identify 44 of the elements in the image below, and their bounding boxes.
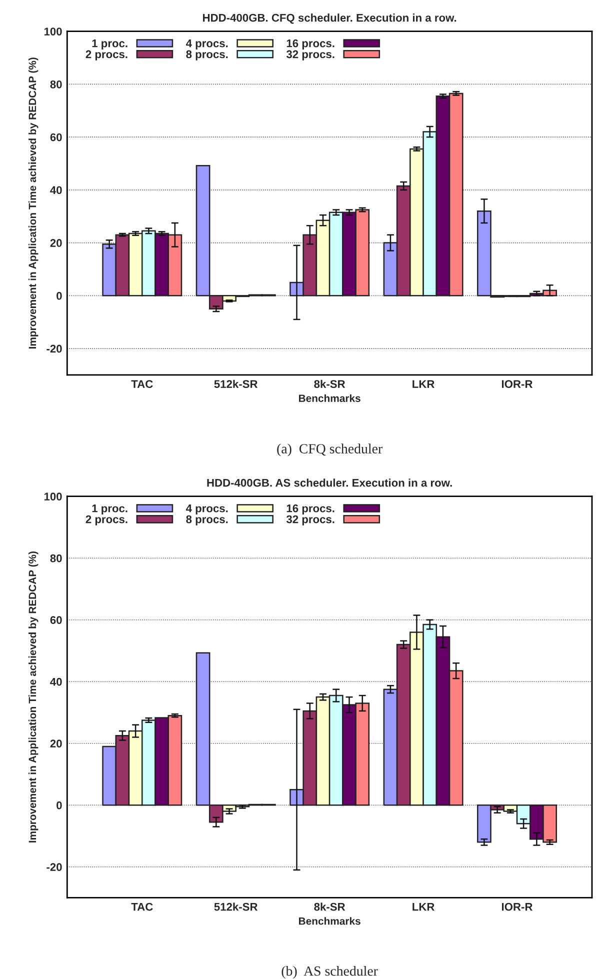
x-tick-label: 512k-SR [214, 380, 258, 388]
y-tick-label: 80 [50, 80, 62, 88]
x-tick-label: 8k-SR [314, 902, 346, 911]
legend-label: 32 procs. [286, 50, 334, 60]
x-tick-label: LKR [412, 380, 434, 388]
legend-label: 2 procs. [86, 515, 128, 526]
y-tick-label: 20 [50, 740, 62, 748]
chart-title: HDD-400GB. AS scheduler. Execution in a row. [207, 478, 452, 487]
x-tick-label: TAC [131, 902, 153, 911]
x-tick-label: IOR-R [502, 380, 533, 388]
x-tick-label: 512k-SR [214, 902, 258, 911]
y-axis-title: Improvement in Application Time achieved by REDCAP (%) [28, 58, 38, 348]
text: (b) AS scheduler [282, 966, 378, 979]
legend-label: 4 procs. [186, 504, 228, 514]
y-tick-label: 40 [50, 678, 62, 686]
legend-label: 2 procs. [86, 50, 128, 60]
x-tick-label: IOR-R [502, 902, 533, 911]
y-tick-label: 40 [50, 186, 62, 194]
legend-label: 1 proc. [92, 40, 128, 50]
y-tick-label: 20 [50, 239, 62, 247]
y-tick-label: -20 [46, 863, 62, 871]
legend-label: 8 procs. [186, 515, 228, 526]
y-tick-label: 60 [50, 133, 62, 142]
x-tick-label: 8k-SR [314, 380, 346, 388]
y-tick-label: 60 [50, 616, 62, 624]
x-axis-title: Benchmarks [298, 394, 360, 402]
x-axis-title: Benchmarks [298, 917, 360, 925]
legend-label: 32 procs. [286, 515, 334, 526]
chart-title: HDD-400GB. CFQ scheduler. Execution in a row. [203, 14, 456, 24]
y-tick-label: 0 [56, 292, 62, 300]
text: (a) CFQ scheduler [277, 444, 382, 456]
y-tick-label: -20 [46, 344, 62, 353]
y-tick-label: 100 [44, 28, 62, 36]
legend-label: 8 procs. [186, 50, 228, 60]
y-tick-label: 0 [56, 801, 62, 810]
y-tick-label: 100 [44, 492, 62, 500]
x-tick-label: LKR [412, 903, 434, 911]
legend-label: 16 procs. [286, 39, 334, 50]
legend-label: 16 procs. [286, 504, 334, 514]
x-tick-label: TAC [131, 380, 153, 388]
y-axis-title: Improvement in Application Time achieved by REDCAP (%) [28, 552, 38, 842]
y-tick-label: 80 [50, 554, 62, 562]
legend-label: 4 procs. [186, 40, 228, 50]
legend-label: 1 proc. [92, 504, 128, 514]
